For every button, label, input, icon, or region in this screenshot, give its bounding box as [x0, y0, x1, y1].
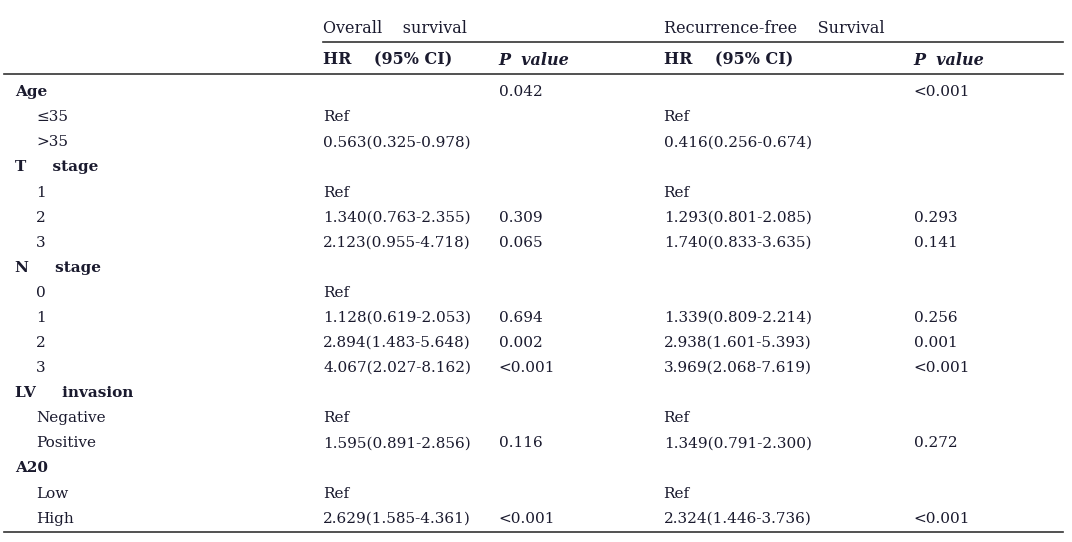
Text: 2: 2	[36, 211, 46, 224]
Text: Ref: Ref	[664, 487, 689, 501]
Text: Low: Low	[36, 487, 69, 501]
Text: 0.563(0.325-0.978): 0.563(0.325-0.978)	[324, 136, 471, 150]
Text: 0.272: 0.272	[913, 436, 957, 450]
Text: 2.123(0.955-4.718): 2.123(0.955-4.718)	[324, 236, 471, 250]
Text: 0: 0	[36, 286, 46, 300]
Text: Ref: Ref	[324, 111, 349, 124]
Text: 0.293: 0.293	[913, 211, 957, 224]
Text: <0.001: <0.001	[913, 361, 970, 375]
Text: <0.001: <0.001	[913, 85, 970, 99]
Text: 2.894(1.483-5.648): 2.894(1.483-5.648)	[324, 336, 471, 350]
Text: 0.042: 0.042	[498, 85, 542, 99]
Text: 0.141: 0.141	[913, 236, 957, 250]
Text: 3: 3	[36, 236, 46, 250]
Text: Negative: Negative	[36, 411, 106, 425]
Text: High: High	[36, 512, 74, 526]
Text: 1.349(0.791-2.300): 1.349(0.791-2.300)	[664, 436, 812, 450]
Text: Overall    survival: Overall survival	[324, 20, 467, 37]
Text: 1: 1	[36, 311, 46, 325]
Text: 3.969(2.068-7.619): 3.969(2.068-7.619)	[664, 361, 812, 375]
Text: Age: Age	[15, 85, 47, 99]
Text: 0.256: 0.256	[913, 311, 957, 325]
Text: 2.324(1.446-3.736): 2.324(1.446-3.736)	[664, 512, 812, 526]
Text: LV     invasion: LV invasion	[15, 386, 133, 400]
Text: Ref: Ref	[324, 411, 349, 425]
Text: 2.629(1.585-4.361): 2.629(1.585-4.361)	[324, 512, 471, 526]
Text: 1.339(0.809-2.214): 1.339(0.809-2.214)	[664, 311, 812, 325]
Text: 0.002: 0.002	[498, 336, 542, 350]
Text: T     stage: T stage	[15, 160, 99, 175]
Text: A20: A20	[15, 461, 48, 475]
Text: 0.001: 0.001	[913, 336, 957, 350]
Text: 2: 2	[36, 336, 46, 350]
Text: >35: >35	[36, 136, 69, 150]
Text: HR    (95% CI): HR (95% CI)	[324, 51, 452, 69]
Text: ≤35: ≤35	[36, 111, 69, 124]
Text: 0.065: 0.065	[498, 236, 542, 250]
Text: 0.116: 0.116	[498, 436, 542, 450]
Text: <0.001: <0.001	[498, 361, 555, 375]
Text: Ref: Ref	[664, 111, 689, 124]
Text: Ref: Ref	[324, 286, 349, 300]
Text: 0.309: 0.309	[498, 211, 542, 224]
Text: Ref: Ref	[664, 185, 689, 199]
Text: 2.938(1.601-5.393): 2.938(1.601-5.393)	[664, 336, 812, 350]
Text: 0.694: 0.694	[498, 311, 542, 325]
Text: Ref: Ref	[664, 411, 689, 425]
Text: 4.067(2.027-8.162): 4.067(2.027-8.162)	[324, 361, 472, 375]
Text: 1.340(0.763-2.355): 1.340(0.763-2.355)	[324, 211, 471, 224]
Text: P  value: P value	[913, 51, 984, 69]
Text: 0.416(0.256-0.674): 0.416(0.256-0.674)	[664, 136, 812, 150]
Text: <0.001: <0.001	[498, 512, 555, 526]
Text: 3: 3	[36, 361, 46, 375]
Text: HR    (95% CI): HR (95% CI)	[664, 51, 793, 69]
Text: Ref: Ref	[324, 185, 349, 199]
Text: P  value: P value	[498, 51, 569, 69]
Text: N     stage: N stage	[15, 261, 101, 275]
Text: 1.595(0.891-2.856): 1.595(0.891-2.856)	[324, 436, 471, 450]
Text: Positive: Positive	[36, 436, 96, 450]
Text: <0.001: <0.001	[913, 512, 970, 526]
Text: 1.293(0.801-2.085): 1.293(0.801-2.085)	[664, 211, 812, 224]
Text: Ref: Ref	[324, 487, 349, 501]
Text: 1.740(0.833-3.635): 1.740(0.833-3.635)	[664, 236, 812, 250]
Text: 1: 1	[36, 185, 46, 199]
Text: Recurrence-free    Survival: Recurrence-free Survival	[664, 20, 884, 37]
Text: 1.128(0.619-2.053): 1.128(0.619-2.053)	[324, 311, 472, 325]
